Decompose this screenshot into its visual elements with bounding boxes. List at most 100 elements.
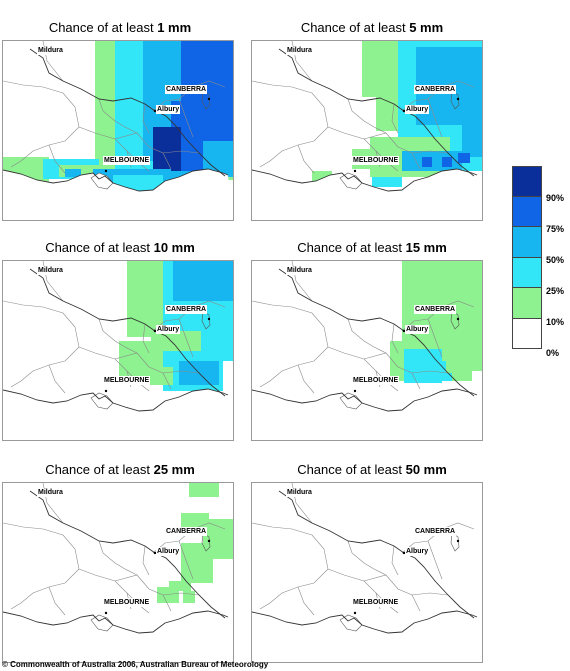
city-marker — [402, 329, 406, 333]
state-border — [29, 268, 226, 397]
sea-area — [252, 169, 482, 220]
city-label-mildura: Mildura — [37, 46, 64, 55]
panel-title-1mm: Chance of at least 1 mm — [48, 20, 192, 35]
panel-title-50mm: Chance of at least 50 mm — [297, 462, 447, 477]
district-boundary — [48, 586, 66, 616]
district-boundary — [297, 144, 315, 174]
legend-color-scale — [512, 166, 542, 349]
district-boundary — [427, 540, 443, 580]
city-label-albury: Albury — [156, 325, 181, 334]
map-graphic — [252, 41, 482, 220]
map-panel-50mm: Mildura CANBERRA Albury MELBOURNE — [251, 482, 483, 663]
legend-label-50: 50% — [546, 255, 565, 265]
city-label-canberra: CANBERRA — [414, 85, 457, 94]
sea-area — [3, 169, 233, 220]
district-boundary — [363, 132, 421, 170]
map-graphic — [252, 483, 482, 662]
district-boundary — [347, 98, 387, 134]
map-graphic — [3, 483, 233, 662]
district-boundary — [3, 300, 80, 348]
city-label-canberra: CANBERRA — [414, 305, 457, 314]
legend-label-25: 25% — [546, 286, 565, 296]
act-boundary — [201, 90, 211, 110]
copyright-notice: © Commonwealth of Australia 2006, Austra… — [2, 660, 269, 669]
district-boundary — [48, 144, 66, 174]
probability-cell — [452, 81, 482, 125]
district-boundary — [252, 522, 329, 570]
city-label-albury: Albury — [156, 105, 181, 114]
district-boundary — [162, 150, 200, 154]
sea-area — [252, 389, 482, 440]
city-label-canberra: CANBERRA — [165, 527, 208, 536]
district-boundary — [297, 364, 315, 394]
district-boundary — [142, 545, 150, 576]
probability-cell — [422, 157, 432, 167]
city-label-albury: Albury — [405, 325, 430, 334]
district-boundary — [297, 586, 315, 616]
district-boundary — [259, 568, 329, 610]
city-marker — [207, 317, 211, 321]
city-marker — [353, 169, 357, 173]
coastline — [252, 610, 478, 634]
panel-title-25mm: Chance of at least 25 mm — [45, 462, 195, 477]
state-border — [278, 490, 475, 619]
map-panel-15mm: Mildura CANBERRA Albury MELBOURNE — [251, 260, 483, 441]
city-marker — [153, 551, 157, 555]
district-boundary — [162, 370, 200, 374]
city-label-albury: Albury — [405, 105, 430, 114]
state-border — [278, 268, 475, 397]
sea-area — [3, 611, 233, 662]
coastline — [3, 610, 229, 634]
probability-cell — [372, 177, 402, 187]
state-border — [278, 48, 475, 177]
state-border — [29, 490, 226, 619]
act-boundary — [450, 90, 460, 110]
district-boundary — [252, 80, 329, 128]
city-label-melbourne: MELBOURNE — [103, 376, 151, 385]
district-boundary — [10, 346, 80, 388]
district-boundary — [98, 318, 138, 354]
panel-title-5mm: Chance of at least 5 mm — [300, 20, 444, 35]
district-boundary — [391, 545, 399, 576]
city-marker — [153, 329, 157, 333]
district-boundary — [10, 126, 80, 168]
legend-swatch-10 — [512, 288, 542, 319]
act-boundary — [201, 310, 211, 330]
district-boundary — [411, 592, 449, 596]
city-marker — [104, 389, 108, 393]
district-boundary — [114, 574, 172, 612]
city-label-melbourne: MELBOURNE — [352, 156, 400, 165]
district-boundary — [98, 540, 138, 576]
probability-cell — [157, 587, 179, 603]
district-boundary — [259, 346, 329, 388]
district-boundary — [162, 592, 200, 596]
legend-label-75: 75% — [546, 224, 565, 234]
city-label-melbourne: MELBOURNE — [103, 156, 151, 165]
map-panel-10mm: Mildura CANBERRA Albury MELBOURNE — [2, 260, 234, 441]
probability-cell — [65, 169, 81, 177]
legend-swatch-75 — [512, 196, 542, 227]
coastline — [3, 388, 229, 412]
district-boundary — [363, 574, 421, 612]
coastline — [252, 168, 478, 192]
city-label-albury: Albury — [156, 547, 181, 556]
act-boundary — [450, 310, 460, 330]
map-panel-1mm: Mildura CANBERRA Albury MELBOURNE — [2, 40, 234, 221]
probability-cell — [422, 261, 482, 275]
district-boundary — [142, 323, 150, 354]
city-marker — [456, 97, 460, 101]
district-boundary — [178, 540, 194, 580]
map-graphic — [252, 261, 482, 440]
probability-cell — [458, 153, 470, 163]
city-label-melbourne: MELBOURNE — [352, 376, 400, 385]
city-label-mildura: Mildura — [286, 488, 313, 497]
legend-label-90: 90% — [546, 193, 565, 203]
coastline — [3, 168, 229, 192]
legend-swatch-90 — [512, 166, 542, 197]
district-boundary — [3, 80, 80, 128]
district-boundary — [178, 318, 194, 358]
city-marker — [207, 539, 211, 543]
probability-cell — [440, 373, 452, 381]
district-boundary — [10, 568, 80, 610]
sea-area — [252, 611, 482, 662]
